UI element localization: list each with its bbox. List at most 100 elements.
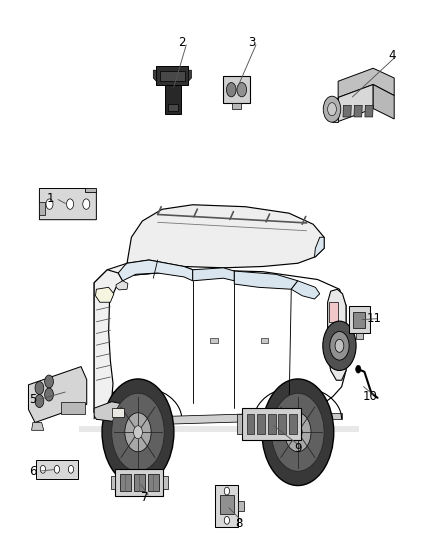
Circle shape bbox=[323, 96, 341, 122]
Polygon shape bbox=[314, 237, 324, 257]
Polygon shape bbox=[153, 70, 156, 81]
Text: 6: 6 bbox=[29, 465, 37, 478]
Bar bbox=[215, 484, 238, 527]
Circle shape bbox=[35, 382, 44, 394]
Bar bbox=[349, 306, 370, 334]
Circle shape bbox=[356, 365, 361, 373]
Circle shape bbox=[224, 516, 230, 524]
Bar bbox=[242, 408, 301, 440]
Polygon shape bbox=[32, 423, 44, 430]
Text: 8: 8 bbox=[235, 517, 242, 530]
Bar bbox=[353, 312, 365, 328]
Bar bbox=[111, 476, 115, 489]
Circle shape bbox=[125, 413, 151, 452]
Text: 7: 7 bbox=[141, 491, 148, 504]
Bar bbox=[247, 414, 254, 433]
Polygon shape bbox=[365, 106, 373, 117]
Circle shape bbox=[46, 199, 53, 209]
Bar bbox=[148, 474, 159, 491]
Circle shape bbox=[328, 103, 336, 116]
Circle shape bbox=[226, 83, 236, 97]
Bar bbox=[329, 338, 338, 354]
Polygon shape bbox=[136, 413, 289, 425]
Text: 9: 9 bbox=[294, 442, 302, 455]
Circle shape bbox=[54, 465, 60, 473]
Circle shape bbox=[134, 426, 142, 439]
Polygon shape bbox=[39, 189, 96, 220]
Bar bbox=[289, 414, 297, 433]
Circle shape bbox=[40, 465, 46, 473]
Bar bbox=[278, 414, 286, 433]
Bar bbox=[210, 338, 218, 343]
Bar bbox=[39, 201, 45, 214]
Polygon shape bbox=[193, 268, 234, 281]
Polygon shape bbox=[338, 85, 373, 122]
Circle shape bbox=[112, 393, 164, 471]
Circle shape bbox=[102, 379, 174, 486]
Circle shape bbox=[285, 413, 311, 452]
Circle shape bbox=[45, 375, 53, 388]
Polygon shape bbox=[343, 106, 351, 117]
Polygon shape bbox=[118, 260, 193, 281]
Bar bbox=[160, 71, 185, 81]
Polygon shape bbox=[28, 367, 87, 423]
Bar bbox=[134, 474, 145, 491]
Text: 2: 2 bbox=[178, 36, 186, 49]
Polygon shape bbox=[94, 260, 193, 296]
Polygon shape bbox=[354, 106, 362, 117]
Text: 10: 10 bbox=[363, 390, 378, 403]
Bar bbox=[329, 302, 338, 322]
Polygon shape bbox=[332, 98, 338, 122]
Polygon shape bbox=[156, 66, 188, 85]
Bar bbox=[168, 104, 178, 110]
Polygon shape bbox=[94, 270, 346, 419]
Polygon shape bbox=[127, 205, 324, 268]
Bar bbox=[257, 414, 265, 433]
Polygon shape bbox=[96, 413, 342, 419]
Bar bbox=[237, 414, 242, 433]
Bar bbox=[268, 414, 276, 433]
Polygon shape bbox=[234, 271, 298, 289]
Polygon shape bbox=[165, 81, 181, 114]
Bar bbox=[232, 103, 241, 109]
Polygon shape bbox=[291, 281, 320, 299]
Bar bbox=[61, 402, 85, 414]
Bar bbox=[115, 469, 163, 496]
Circle shape bbox=[68, 465, 74, 473]
Text: 11: 11 bbox=[367, 312, 382, 325]
Circle shape bbox=[224, 487, 230, 495]
Circle shape bbox=[330, 332, 349, 360]
Bar bbox=[163, 476, 168, 489]
Polygon shape bbox=[94, 402, 136, 421]
Bar bbox=[112, 408, 124, 417]
Circle shape bbox=[237, 83, 247, 97]
Polygon shape bbox=[85, 189, 96, 192]
Text: 5: 5 bbox=[29, 393, 36, 406]
Text: 3: 3 bbox=[248, 36, 255, 49]
Polygon shape bbox=[338, 68, 394, 98]
Circle shape bbox=[293, 426, 302, 439]
Bar bbox=[261, 338, 268, 343]
Circle shape bbox=[67, 199, 74, 209]
Bar bbox=[223, 76, 250, 103]
Bar bbox=[328, 338, 331, 346]
Bar bbox=[120, 474, 131, 491]
Polygon shape bbox=[116, 281, 128, 290]
Circle shape bbox=[35, 394, 44, 408]
Polygon shape bbox=[328, 289, 346, 380]
Bar bbox=[220, 495, 234, 513]
Bar bbox=[356, 333, 363, 338]
Polygon shape bbox=[373, 85, 394, 119]
Circle shape bbox=[272, 393, 324, 471]
Circle shape bbox=[335, 340, 344, 352]
Bar bbox=[36, 459, 78, 479]
Circle shape bbox=[323, 321, 356, 370]
Bar bbox=[238, 500, 244, 511]
Polygon shape bbox=[188, 70, 191, 81]
Polygon shape bbox=[95, 287, 114, 302]
Circle shape bbox=[45, 388, 53, 401]
Text: 1: 1 bbox=[46, 192, 54, 205]
Text: 4: 4 bbox=[388, 49, 396, 62]
Polygon shape bbox=[79, 426, 359, 432]
Circle shape bbox=[83, 199, 90, 209]
